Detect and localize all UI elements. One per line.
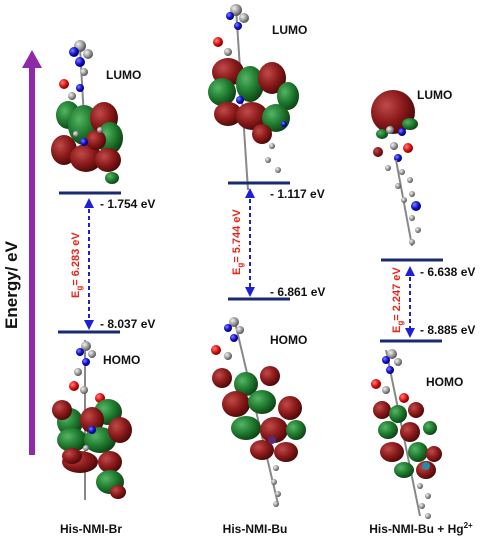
lumo-label-3: LUMO bbox=[417, 88, 452, 102]
band-gap-label-1: Eg= 6.283 eV bbox=[70, 232, 84, 298]
lumo-orbital-image-3 bbox=[371, 90, 421, 247]
lumo-orbital-image-2 bbox=[208, 4, 299, 191]
energy-axis-arrowhead bbox=[22, 50, 42, 68]
homo-orbital-image-2 bbox=[211, 317, 306, 507]
homo-energy-1: - 8.037 eV bbox=[100, 317, 155, 331]
column-his-nmi-br: LUMO - 1.754 eV Eg= 6.283 eV - 8.037 eV bbox=[51, 40, 155, 536]
band-gap-label-2: Eg= 5.744 eV bbox=[231, 209, 245, 275]
lumo-label-1: LUMO bbox=[106, 68, 141, 82]
energy-axis-label: Energy/ eV bbox=[2, 240, 21, 329]
lumo-energy-3: - 6.638 eV bbox=[420, 265, 475, 279]
band-gap-arrow-2 bbox=[245, 188, 255, 297]
homo-label-3: HOMO bbox=[426, 375, 463, 389]
lumo-orbital-image-1 bbox=[51, 40, 123, 184]
column-his-nmi-bu-hg: LUMO - 6.638 eV Eg= 2.247 eV - 8.885 eV bbox=[369, 88, 475, 536]
lumo-energy-1: - 1.754 eV bbox=[100, 197, 155, 211]
compound-name-1: His-NMI-Br bbox=[60, 522, 122, 536]
homo-orbital-image-1 bbox=[52, 340, 132, 500]
homo-orbital-image-3 bbox=[371, 349, 442, 519]
homo-energy-3: - 8.885 eV bbox=[420, 323, 475, 337]
band-gap-label-3: Eg= 2.247 eV bbox=[391, 267, 405, 333]
band-gap-arrow-1 bbox=[84, 198, 94, 330]
band-gap-arrow-3 bbox=[405, 266, 415, 338]
energy-axis: Energy/ eV bbox=[2, 50, 42, 455]
homo-label-2: HOMO bbox=[270, 333, 307, 347]
column-his-nmi-bu: LUMO - 1.117 eV Eg= 5.744 eV - 6.861 eV bbox=[208, 4, 325, 536]
compound-name-3: His-NMI-Bu + Hg2+ bbox=[369, 521, 473, 536]
lumo-energy-2: - 1.117 eV bbox=[270, 187, 325, 201]
lumo-label-2: LUMO bbox=[272, 23, 307, 37]
homo-energy-2: - 6.861 eV bbox=[270, 285, 325, 299]
homo-label-1: HOMO bbox=[103, 353, 140, 367]
compound-name-2: His-NMI-Bu bbox=[223, 522, 288, 536]
